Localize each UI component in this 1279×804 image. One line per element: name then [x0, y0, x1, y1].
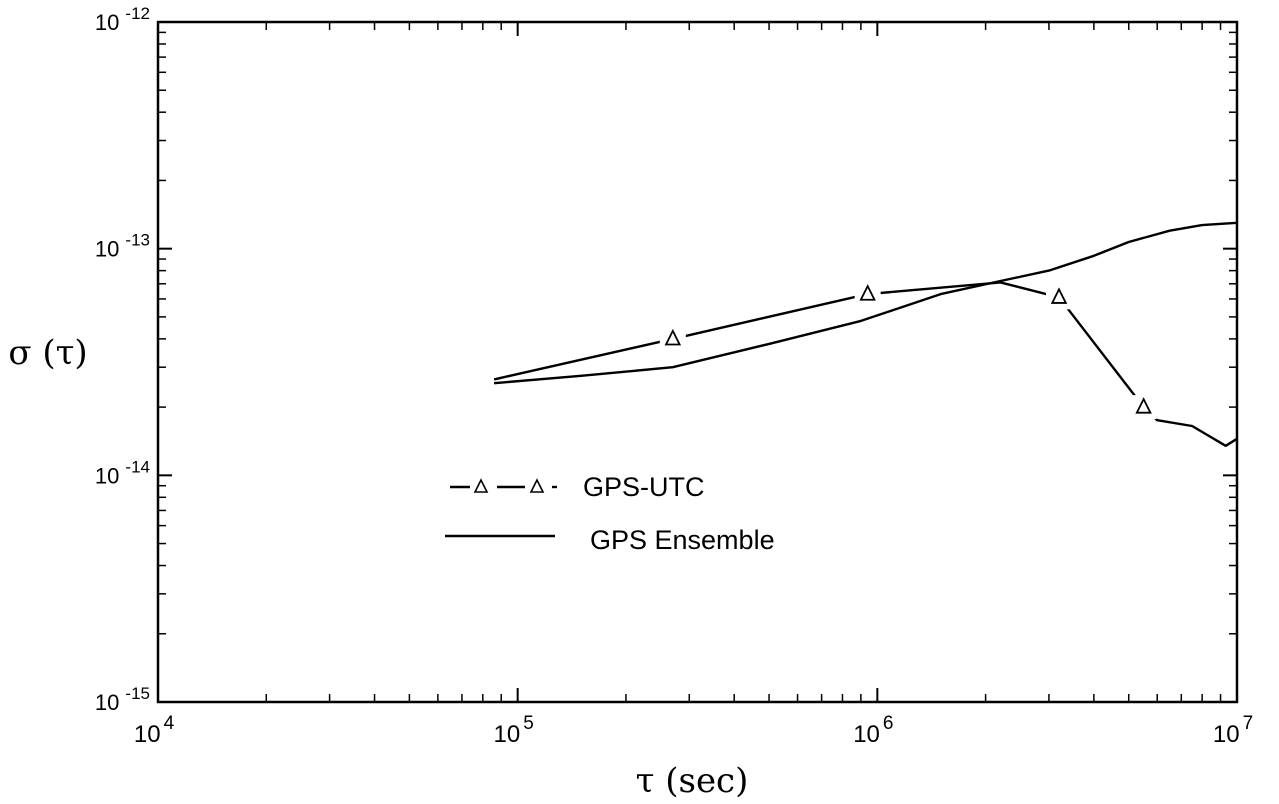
y-tick-label: 10 -12: [95, 4, 150, 35]
major-ticks: [157, 21, 1238, 703]
y-tick-label: 10 -14: [95, 457, 150, 488]
x-tick-label-base: 10: [1213, 721, 1240, 748]
y-axis-label: σ (τ): [8, 333, 87, 373]
series-line-gps-utc: [493, 281, 1238, 447]
series-line-gps-ensemble: [493, 221, 1238, 385]
x-tick-label-exponent: 7: [1243, 713, 1254, 734]
plot-border: [156, 20, 1239, 704]
legend: GPS-UTC GPS Ensemble: [445, 472, 775, 555]
x-tick-label-exponent: 6: [883, 713, 894, 734]
minor-ticks: [158, 22, 1237, 702]
y-tick-label-base: 10: [95, 690, 126, 715]
x-tick-label: 10 6: [853, 713, 893, 748]
x-tick-label-exponent: 4: [164, 713, 175, 734]
x-tick-label-base: 10: [134, 721, 161, 748]
y-tick-label: 10 -15: [95, 684, 150, 715]
x-tick-label-base: 10: [853, 721, 880, 748]
series-marker-gps-utc: [664, 328, 682, 346]
y-tick-label-exponent: -14: [125, 457, 150, 476]
y-tick-label-base: 10: [95, 10, 126, 35]
legend-label-gps-ensemble: GPS Ensemble: [590, 525, 775, 555]
y-tick-label-exponent: -15: [125, 684, 150, 703]
series-lines: [493, 221, 1238, 447]
x-tick-label: 10 7: [1213, 713, 1253, 748]
y-tick-label-exponent: -12: [125, 4, 150, 23]
y-tick-label-exponent: -13: [125, 231, 150, 250]
series-marker-gps-utc: [1050, 287, 1068, 304]
x-tick-label-base: 10: [494, 721, 521, 748]
series-markers: [659, 282, 1157, 420]
x-tick-label: 10 4: [134, 713, 175, 748]
series-marker-gps-utc: [1135, 397, 1152, 414]
series-marker-gps-utc: [859, 284, 876, 301]
x-tick-label: 10 5: [494, 713, 534, 748]
y-tick-label-base: 10: [95, 237, 126, 262]
plot-frame: [156, 20, 1239, 704]
y-tick-label: 10 -13: [95, 231, 150, 262]
legend-marker-gps-utc: [529, 478, 545, 493]
x-axis-label: τ (sec): [636, 761, 749, 801]
legend-marker-gps-utc: [473, 478, 489, 493]
y-tick-label-base: 10: [95, 463, 126, 488]
legend-label-gps-utc: GPS-UTC: [583, 472, 705, 502]
x-tick-label-exponent: 5: [523, 713, 534, 734]
